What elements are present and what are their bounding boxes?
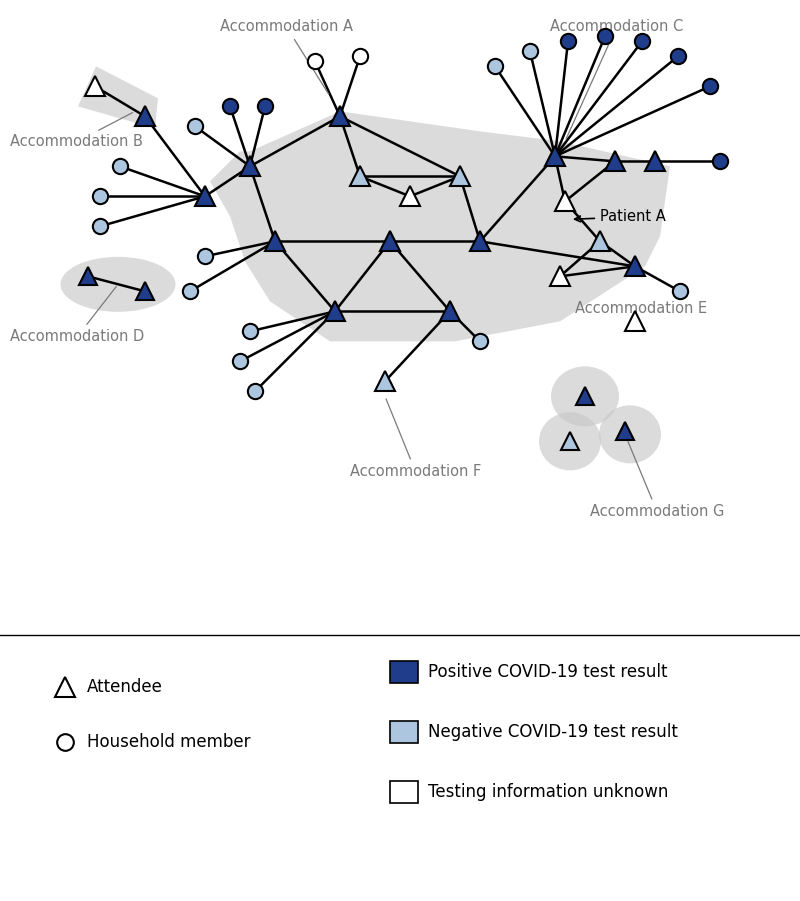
Text: Positive COVID-19 test result: Positive COVID-19 test result: [428, 663, 667, 681]
Bar: [390, 721, 418, 743]
Text: Accommodation A: Accommodation A: [220, 19, 353, 94]
Text: Negative COVID-19 test result: Negative COVID-19 test result: [428, 723, 678, 741]
Text: Attendee: Attendee: [87, 678, 163, 696]
Text: Household member: Household member: [87, 733, 250, 751]
Ellipse shape: [539, 413, 601, 470]
Text: Accommodation B: Accommodation B: [10, 113, 143, 150]
Text: Accommodation G: Accommodation G: [590, 437, 724, 519]
Bar: [390, 780, 418, 803]
Ellipse shape: [551, 367, 619, 426]
Polygon shape: [78, 67, 158, 128]
Ellipse shape: [61, 257, 175, 312]
Text: Accommodation D: Accommodation D: [10, 287, 144, 344]
Text: Patient A: Patient A: [574, 209, 666, 224]
Polygon shape: [210, 112, 670, 341]
Bar: [390, 661, 418, 683]
Text: Accommodation E: Accommodation E: [575, 301, 707, 316]
Text: Accommodation F: Accommodation F: [350, 399, 482, 479]
Text: Accommodation C: Accommodation C: [550, 19, 683, 139]
Ellipse shape: [599, 405, 661, 463]
Text: Testing information unknown: Testing information unknown: [428, 783, 668, 801]
